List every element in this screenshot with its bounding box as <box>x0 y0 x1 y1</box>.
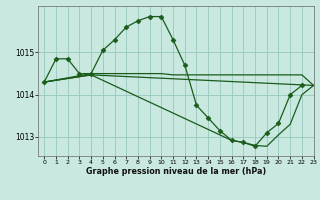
X-axis label: Graphe pression niveau de la mer (hPa): Graphe pression niveau de la mer (hPa) <box>86 167 266 176</box>
